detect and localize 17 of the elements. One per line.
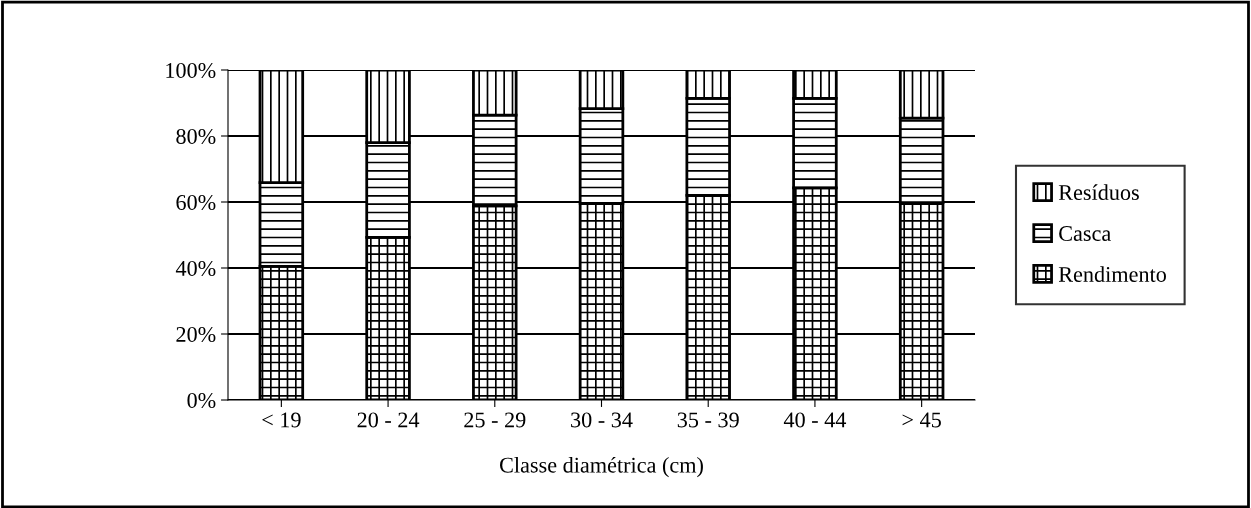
x-tick-label: 20 - 24 [357,412,420,428]
y-tick-label: 60% [176,194,216,210]
x-tick-label: > 45 [902,412,941,428]
y-tick-label: 40% [175,260,216,276]
legend-label: Casca [1059,226,1111,241]
y-tick-label: 80% [176,128,216,144]
x-tick-label: 30 - 34 [571,412,633,428]
x-tick-label: < 19 [262,412,301,428]
x-tick-label: 40 - 44 [783,412,847,428]
y-tick-label: 100% [166,62,216,78]
legend-label: Rendimento [1058,266,1166,282]
y-tick-label: 0% [187,392,216,408]
y-tick-label: 20% [176,326,216,342]
x-tick-label: 25 - 29 [464,412,526,428]
x-axis-title: Classe diamétrica (cm) [499,456,703,478]
legend-label: Resíduos [1058,184,1139,201]
x-tick-label: 35 - 39 [677,412,739,428]
